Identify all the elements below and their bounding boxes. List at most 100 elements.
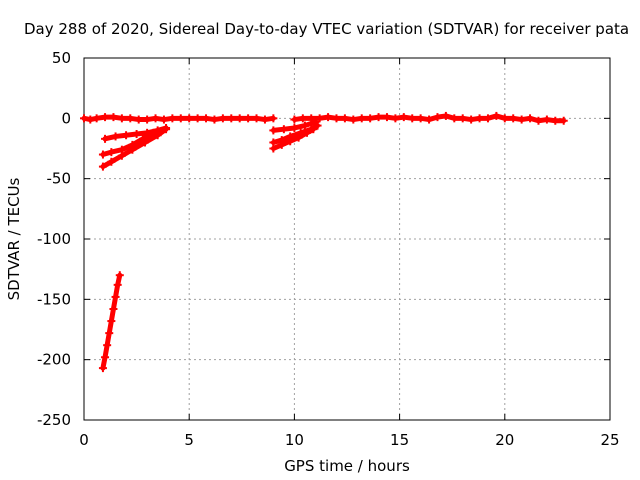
data-point: [117, 151, 126, 160]
data-point: [303, 128, 312, 137]
y-tick-label: -200: [37, 351, 71, 369]
data-point: [500, 114, 509, 123]
data-point: [168, 114, 177, 123]
data-point: [143, 115, 152, 124]
y-axis-label: SDTVAR / TECUs: [5, 177, 23, 300]
series-baseline: [80, 111, 568, 125]
data-point: [128, 145, 137, 154]
data-point: [332, 114, 341, 123]
data-point: [382, 113, 391, 122]
y-tick-label: 50: [52, 49, 71, 67]
series-arc-2: [98, 128, 158, 159]
data-point: [111, 292, 120, 301]
data-point: [117, 114, 126, 123]
data-point: [366, 114, 375, 123]
data-point: [290, 123, 299, 132]
data-point: [475, 114, 484, 123]
data-point: [294, 133, 303, 142]
data-point: [315, 114, 324, 123]
data-point: [101, 113, 110, 122]
data-point: [101, 134, 110, 143]
data-point: [159, 115, 168, 124]
data-point: [126, 114, 135, 123]
data-point: [526, 114, 535, 123]
data-point: [113, 280, 122, 289]
data-point: [458, 114, 467, 123]
data-point: [340, 114, 349, 123]
data-point: [277, 140, 286, 149]
x-tick-label: 0: [79, 431, 89, 449]
data-point: [109, 113, 118, 122]
data-point: [425, 115, 434, 124]
series-steep-arc: [98, 271, 124, 373]
data-point: [122, 131, 131, 140]
data-point: [269, 144, 278, 153]
data-point: [551, 116, 560, 125]
data-point: [269, 126, 278, 135]
y-tick-label: -50: [47, 170, 72, 188]
data-point: [408, 114, 417, 123]
data-point: [98, 162, 107, 171]
data-point: [517, 115, 526, 124]
chart-title: Day 288 of 2020, Sidereal Day-to-day VTE…: [24, 20, 629, 38]
data-point: [235, 114, 244, 123]
data-point: [107, 157, 116, 166]
x-tick-label: 10: [285, 431, 304, 449]
data-point: [450, 114, 459, 123]
data-point: [193, 114, 202, 123]
data-point: [349, 115, 358, 124]
data-marks: [80, 111, 568, 373]
data-point: [151, 114, 160, 123]
grid: [84, 58, 610, 420]
data-point: [290, 115, 299, 124]
data-point: [399, 113, 408, 122]
data-point: [105, 329, 114, 338]
data-point: [176, 114, 185, 123]
data-point: [300, 121, 309, 130]
data-point: [374, 113, 383, 122]
axis-ticks: 0 5 10 15 20 25 50 0 -50 -100 -150 -200 -250: [37, 49, 620, 449]
y-tick-label: -250: [37, 411, 71, 429]
data-point: [542, 115, 551, 124]
series-arc-3: [98, 125, 171, 171]
data-point: [115, 271, 124, 280]
data-point: [134, 115, 143, 124]
data-point: [162, 125, 171, 134]
data-point: [244, 114, 253, 123]
data-point: [324, 113, 333, 122]
data-point: [391, 114, 400, 123]
data-point: [357, 114, 366, 123]
data-point: [80, 114, 88, 123]
data-point: [227, 114, 236, 123]
data-point: [98, 150, 107, 159]
data-point: [153, 131, 162, 140]
series-arc-6: [269, 125, 318, 153]
data-point: [509, 114, 518, 123]
data-point: [101, 353, 110, 362]
data-point: [433, 113, 442, 122]
y-tick-label: 0: [61, 109, 71, 127]
data-point: [103, 341, 112, 350]
data-point: [202, 114, 211, 123]
data-point: [98, 364, 107, 373]
data-point: [441, 111, 450, 120]
data-point: [313, 121, 322, 130]
data-point: [467, 115, 476, 124]
data-point: [107, 148, 116, 157]
y-tick-label: -150: [37, 290, 71, 308]
data-point: [210, 115, 219, 124]
x-axis-label: GPS time / hours: [284, 457, 410, 475]
x-tick-label: 25: [600, 431, 619, 449]
data-point: [107, 317, 116, 326]
series-arc-4: [269, 117, 320, 135]
x-tick-label: 15: [390, 431, 409, 449]
data-point: [218, 114, 227, 123]
data-point: [559, 116, 568, 125]
data-point: [416, 114, 425, 123]
data-point: [286, 137, 295, 146]
data-point: [252, 114, 261, 123]
x-tick-label: 5: [184, 431, 194, 449]
data-point: [279, 125, 288, 134]
data-point: [92, 114, 101, 123]
